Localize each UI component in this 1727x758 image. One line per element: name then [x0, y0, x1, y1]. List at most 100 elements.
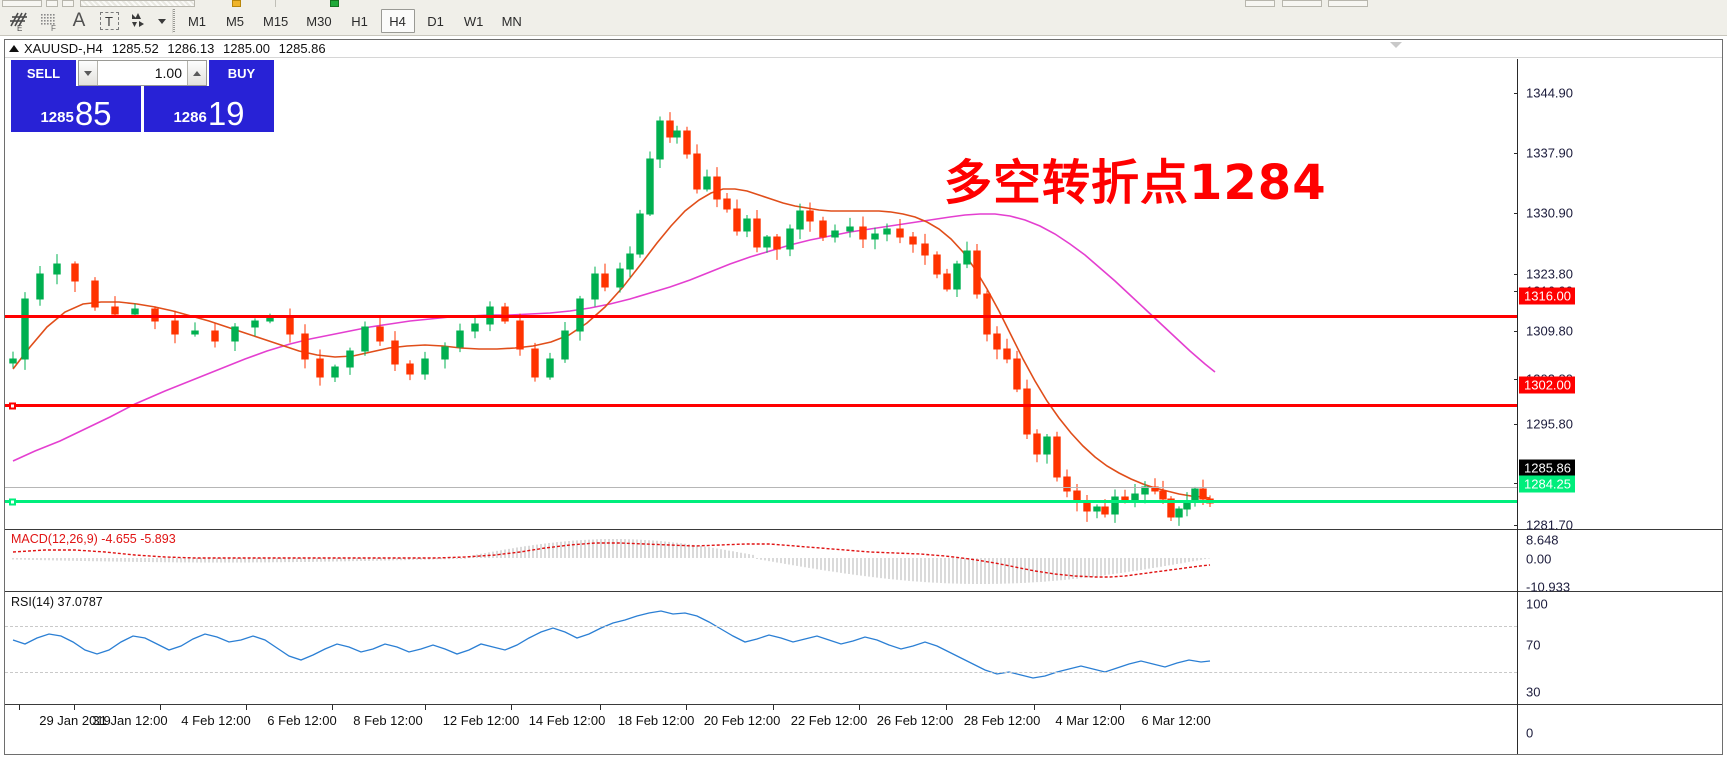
- candle-body: [896, 228, 904, 238]
- support-line-1302[interactable]: [5, 404, 1517, 407]
- volume-decrease-button[interactable]: [79, 61, 98, 85]
- volume-stepper[interactable]: 1.00: [78, 60, 207, 86]
- time-axis-tickmark: [859, 705, 860, 710]
- buy-price-pips: 19: [207, 95, 245, 132]
- time-axis-tickmark: [19, 705, 20, 710]
- price-pane: 多空转折点1284: [5, 59, 1722, 527]
- rsi-level-30-line: [5, 672, 1517, 673]
- time-axis-label: 4 Mar 12:00: [1055, 713, 1125, 728]
- chart-annotation-text[interactable]: 多空转折点1284: [944, 155, 1327, 211]
- candle-body: [421, 358, 429, 375]
- support-line-handle[interactable]: [9, 402, 16, 410]
- candle-body: [376, 326, 384, 342]
- candle-body: [683, 130, 691, 155]
- candle-body: [943, 273, 951, 290]
- buy-price-prefix: 1286: [173, 109, 207, 126]
- restore-triangle-icon[interactable]: [9, 45, 19, 52]
- candle-body: [36, 273, 44, 300]
- timeframe-h1[interactable]: H1: [351, 13, 368, 29]
- ohlc-high: 1286.13: [167, 41, 215, 56]
- timeframe-h4[interactable]: H4: [380, 9, 415, 33]
- time-axis-tickmark: [160, 705, 161, 710]
- time-axis-label: 20 Feb 12:00: [703, 713, 781, 728]
- time-axis-tickmark: [1034, 705, 1035, 710]
- time-axis-tickmark: [511, 705, 512, 710]
- sell-price-pips: 85: [74, 95, 112, 132]
- candle-body: [636, 213, 644, 255]
- trade-panel-top-row: SELL 1.00 BUY: [11, 60, 274, 86]
- candle-body: [909, 236, 917, 245]
- timeframe-m30[interactable]: M30: [306, 13, 332, 29]
- candle-body: [1159, 490, 1167, 500]
- candle-body: [191, 330, 199, 335]
- rsi-pane: RSI(14) 37.0787: [5, 591, 1722, 703]
- timeframe-w1[interactable]: W1: [463, 13, 484, 29]
- candle-body: [53, 263, 61, 275]
- candle-body: [819, 220, 827, 238]
- candle-body: [646, 158, 654, 215]
- macd-pane: MACD(12,26,9) -4.655 -5.893: [5, 529, 1722, 590]
- chart-window: XAUUSD-,H4 1285.52 1286.13 1285.00 1285.…: [4, 39, 1723, 755]
- time-axis-tickmark: [246, 705, 247, 710]
- resistance-line-1316[interactable]: [5, 315, 1517, 318]
- time-axis-tickmark: [74, 705, 75, 710]
- candle-body: [1167, 498, 1175, 518]
- trade-panel-price-row: 1285 85 1286 19: [11, 86, 274, 132]
- pivot-line-1284[interactable]: [5, 500, 1517, 503]
- time-axis-label: 4 Feb 12:00: [181, 713, 251, 728]
- timeframe-m15[interactable]: M15: [263, 13, 289, 29]
- time-axis-label: 22 Feb 12:00: [790, 713, 868, 728]
- svg-text:E: E: [17, 24, 22, 32]
- text-box-icon[interactable]: T: [94, 6, 124, 36]
- macd-chart-svg: [12, 539, 1211, 584]
- buy-price-display[interactable]: 1286 19: [144, 86, 274, 132]
- text-label-icon[interactable]: A: [72, 10, 86, 31]
- candle-body: [1141, 486, 1149, 495]
- candle-body: [656, 120, 664, 160]
- arrows-dropdown-icon[interactable]: [154, 6, 168, 36]
- sell-button[interactable]: SELL: [11, 60, 76, 86]
- macd-signal-line: [12, 542, 1211, 578]
- buy-button[interactable]: BUY: [209, 60, 274, 86]
- candle-body: [733, 208, 741, 232]
- candle-body: [723, 198, 731, 210]
- timeframe-d1[interactable]: D1: [427, 13, 444, 29]
- candle-body: [703, 176, 711, 190]
- timeframe-m1[interactable]: M1: [187, 13, 207, 29]
- candle-body: [591, 273, 599, 300]
- candle-body: [286, 316, 294, 335]
- time-axis-label: 29 Jan 2019: [39, 713, 111, 728]
- expert-advisors-icon[interactable]: E: [4, 6, 34, 36]
- volume-increase-button[interactable]: [187, 61, 206, 85]
- candle-body: [456, 330, 464, 348]
- timeframe-mn[interactable]: MN: [501, 13, 522, 29]
- grid-icon[interactable]: F: [34, 6, 64, 36]
- candle-body: [796, 210, 804, 230]
- candle-body: [973, 250, 981, 295]
- ohlc-readout: 1285.52 1286.13 1285.00 1285.86: [112, 41, 331, 56]
- candle-body: [331, 366, 339, 378]
- macd-label[interactable]: MACD(12,26,9) -4.655 -5.893: [11, 532, 176, 546]
- arrows-shapes-icon[interactable]: [124, 6, 154, 36]
- candle-body: [211, 330, 219, 342]
- toolbar-overflow-strip: [0, 0, 1727, 7]
- candle-body: [713, 176, 721, 200]
- candle-body: [1033, 433, 1041, 455]
- collapse-marker-icon[interactable]: [1390, 42, 1402, 48]
- volume-value[interactable]: 1.00: [98, 61, 187, 85]
- sell-price-display[interactable]: 1285 85: [11, 86, 141, 132]
- candle-body: [963, 250, 971, 265]
- bid-price-line: [5, 487, 1517, 488]
- candle-body: [1175, 508, 1183, 518]
- pivot-line-handle[interactable]: [9, 498, 16, 506]
- candle-body: [846, 226, 854, 232]
- candle-body: [666, 120, 674, 138]
- ohlc-close: 1285.86: [278, 41, 326, 56]
- candle-body: [1003, 348, 1011, 360]
- candle-body: [983, 293, 991, 335]
- chart-symbol-label: XAUUSD-,H4: [24, 41, 103, 56]
- timeframe-m5[interactable]: M5: [225, 13, 245, 29]
- rsi-label[interactable]: RSI(14) 37.0787: [11, 595, 103, 609]
- candle-body: [743, 218, 751, 232]
